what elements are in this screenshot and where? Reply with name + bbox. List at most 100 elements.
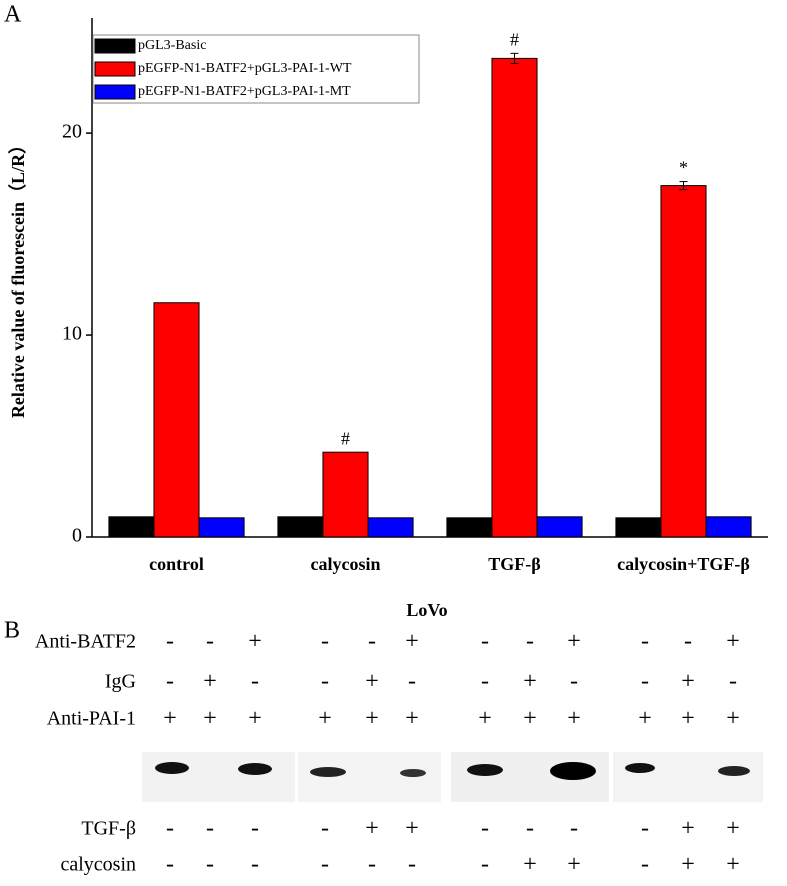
treatment-symbol: + bbox=[248, 706, 262, 732]
y-tick-label: 0 bbox=[72, 525, 82, 547]
bar bbox=[446, 517, 493, 538]
treatment-symbol: + bbox=[567, 852, 581, 878]
treatment-symbol: + bbox=[203, 706, 217, 732]
treatment-symbol: - bbox=[166, 852, 174, 878]
treatment-symbol: + bbox=[726, 706, 740, 732]
row-label: calycosin bbox=[60, 854, 136, 876]
treatment-symbol: - bbox=[684, 629, 692, 655]
treatment-symbol: - bbox=[321, 816, 329, 842]
treatment-symbol: + bbox=[248, 629, 262, 655]
treatment-symbol: - bbox=[251, 816, 259, 842]
treatment-symbol: + bbox=[365, 816, 379, 842]
treatment-symbol: + bbox=[163, 706, 177, 732]
treatment-symbol: - bbox=[526, 629, 534, 655]
treatment-symbol: + bbox=[203, 669, 217, 695]
treatment-symbol: - bbox=[321, 629, 329, 655]
y-tick-label: 10 bbox=[62, 323, 82, 345]
x-axis-label: LoVo bbox=[406, 600, 447, 620]
legend: pGL3-Basic pEGFP-N1-BATF2+pGL3-PAI-1-WT pE… bbox=[92, 34, 420, 104]
error-bar bbox=[510, 52, 519, 64]
row-label: IgG bbox=[105, 671, 136, 693]
bar bbox=[322, 451, 369, 538]
treatment-symbol: - bbox=[641, 852, 649, 878]
treatment-symbol: - bbox=[368, 852, 376, 878]
legend-swatch bbox=[94, 61, 136, 77]
treatment-symbol: - bbox=[570, 669, 578, 695]
treatment-symbol: + bbox=[567, 706, 581, 732]
treatment-symbol: + bbox=[567, 629, 581, 655]
row-label: TGF-β bbox=[81, 818, 136, 840]
treatment-symbol: + bbox=[726, 629, 740, 655]
treatment-symbol: + bbox=[681, 706, 695, 732]
treatment-symbol: - bbox=[481, 816, 489, 842]
treatment-symbol: + bbox=[365, 706, 379, 732]
x-tick-label: control bbox=[149, 554, 204, 574]
bar bbox=[536, 516, 583, 538]
legend-label: pEGFP-N1-BATF2+pGL3-PAI-1-MT bbox=[138, 84, 351, 99]
bar bbox=[367, 517, 414, 538]
treatment-symbol: - bbox=[526, 816, 534, 842]
blot-panel bbox=[142, 752, 295, 802]
blot-band bbox=[467, 764, 503, 776]
treatment-symbol: + bbox=[523, 669, 537, 695]
treatment-symbol: + bbox=[681, 816, 695, 842]
treatment-symbol: + bbox=[318, 706, 332, 732]
treatment-symbol: + bbox=[681, 852, 695, 878]
y-tick-label: 20 bbox=[62, 121, 82, 143]
legend-label: pGL3-Basic bbox=[138, 38, 206, 53]
treatment-symbol: + bbox=[726, 852, 740, 878]
blot-band bbox=[155, 762, 189, 774]
treatment-symbol: + bbox=[726, 816, 740, 842]
treatment-symbol: - bbox=[321, 852, 329, 878]
bar bbox=[705, 516, 752, 538]
treatment-symbol: - bbox=[368, 629, 376, 655]
bar bbox=[108, 516, 155, 538]
treatment-symbol: - bbox=[166, 816, 174, 842]
bar bbox=[198, 517, 245, 538]
treatment-symbol: - bbox=[481, 669, 489, 695]
bar bbox=[491, 57, 538, 538]
y-axis-label: Relative value of fluorescein（L/R） bbox=[8, 136, 28, 418]
blot-band bbox=[718, 766, 750, 776]
bar bbox=[615, 517, 662, 538]
blot-band bbox=[550, 762, 596, 780]
treatment-symbol: - bbox=[166, 629, 174, 655]
treatment-symbol: + bbox=[478, 706, 492, 732]
treatment-symbol: - bbox=[481, 629, 489, 655]
treatment-symbol: + bbox=[405, 706, 419, 732]
treatment-symbol: + bbox=[405, 629, 419, 655]
legend-box bbox=[92, 34, 420, 104]
annotation: # bbox=[341, 428, 350, 448]
treatment-symbol: - bbox=[321, 669, 329, 695]
treatment-symbol: + bbox=[638, 706, 652, 732]
treatment-symbol: - bbox=[206, 629, 214, 655]
treatment-symbol: + bbox=[523, 852, 537, 878]
treatment-symbol: - bbox=[408, 669, 416, 695]
treatment-symbol: + bbox=[523, 706, 537, 732]
panel-label: B bbox=[4, 618, 20, 644]
treatment-symbol: + bbox=[681, 669, 695, 695]
blot-band bbox=[238, 763, 272, 775]
treatment-symbol: - bbox=[408, 852, 416, 878]
blot-panel bbox=[298, 752, 441, 802]
blot-band bbox=[400, 769, 426, 777]
treatment-symbol: - bbox=[641, 629, 649, 655]
blot bbox=[142, 752, 763, 802]
treatment-symbol: - bbox=[206, 852, 214, 878]
annotation: * bbox=[679, 158, 688, 178]
treatment-symbol: - bbox=[206, 816, 214, 842]
treatment-symbol: - bbox=[251, 852, 259, 878]
treatment-symbol: - bbox=[481, 852, 489, 878]
treatment-symbol: - bbox=[251, 669, 259, 695]
treatment-symbol: + bbox=[365, 669, 379, 695]
bar bbox=[153, 302, 200, 538]
bar bbox=[277, 516, 324, 538]
error-bar bbox=[679, 181, 688, 191]
treatment-symbol: - bbox=[641, 816, 649, 842]
treatment-symbol: - bbox=[641, 669, 649, 695]
row-label: Anti-BATF2 bbox=[35, 631, 136, 653]
treatment-symbol: - bbox=[166, 669, 174, 695]
x-tick-label: calycosin bbox=[311, 554, 381, 574]
x-tick-label: TGF-β bbox=[488, 554, 540, 574]
